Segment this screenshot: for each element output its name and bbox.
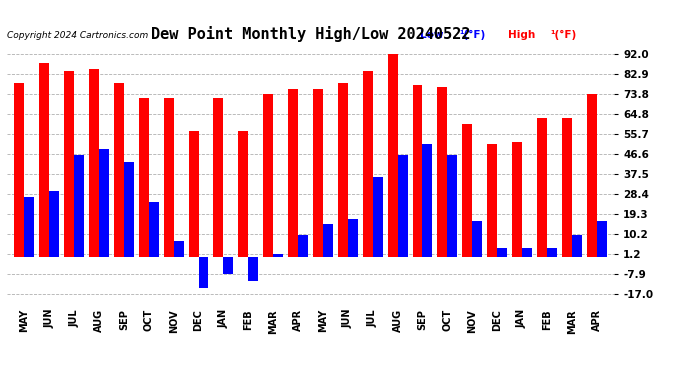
- Bar: [188, 131, 199, 257]
- Bar: [348, 219, 358, 257]
- Bar: [373, 177, 383, 257]
- Bar: [164, 98, 174, 257]
- Bar: [397, 155, 408, 257]
- Bar: [273, 254, 283, 257]
- Bar: [487, 144, 497, 257]
- Bar: [89, 69, 99, 257]
- Bar: [263, 93, 273, 257]
- Bar: [238, 131, 248, 257]
- Bar: [363, 72, 373, 257]
- Bar: [139, 98, 149, 257]
- Bar: [447, 155, 457, 257]
- Bar: [462, 124, 472, 257]
- Bar: [298, 235, 308, 257]
- Bar: [74, 155, 84, 257]
- Title: Dew Point Monthly High/Low 20240522: Dew Point Monthly High/Low 20240522: [151, 27, 470, 42]
- Bar: [572, 235, 582, 257]
- Bar: [24, 197, 34, 257]
- Bar: [114, 82, 124, 257]
- Bar: [39, 63, 49, 257]
- Bar: [422, 144, 433, 257]
- Bar: [49, 190, 59, 257]
- Bar: [522, 248, 532, 257]
- Bar: [149, 202, 159, 257]
- Text: Copyright 2024 Cartronics.com: Copyright 2024 Cartronics.com: [7, 31, 148, 40]
- Bar: [174, 242, 184, 257]
- Bar: [99, 148, 109, 257]
- Bar: [288, 89, 298, 257]
- Bar: [14, 82, 24, 257]
- Bar: [338, 82, 348, 257]
- Bar: [547, 248, 557, 257]
- Text: High: High: [508, 30, 535, 40]
- Bar: [388, 54, 397, 257]
- Bar: [224, 257, 233, 274]
- Bar: [124, 162, 134, 257]
- Text: Low: Low: [420, 30, 443, 40]
- Bar: [537, 118, 547, 257]
- Bar: [472, 222, 482, 257]
- Bar: [199, 257, 208, 288]
- Bar: [323, 224, 333, 257]
- Bar: [586, 93, 597, 257]
- Bar: [437, 87, 447, 257]
- Text: ¹(°F): ¹(°F): [551, 30, 577, 40]
- Bar: [213, 98, 224, 257]
- Bar: [562, 118, 572, 257]
- Bar: [413, 85, 422, 257]
- Bar: [248, 257, 258, 281]
- Bar: [512, 142, 522, 257]
- Bar: [64, 72, 74, 257]
- Text: ¹(°F): ¹(°F): [460, 30, 486, 40]
- Bar: [597, 222, 607, 257]
- Bar: [497, 248, 507, 257]
- Bar: [313, 89, 323, 257]
